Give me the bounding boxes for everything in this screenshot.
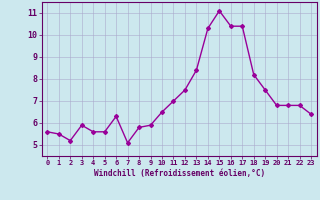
X-axis label: Windchill (Refroidissement éolien,°C): Windchill (Refroidissement éolien,°C): [94, 169, 265, 178]
